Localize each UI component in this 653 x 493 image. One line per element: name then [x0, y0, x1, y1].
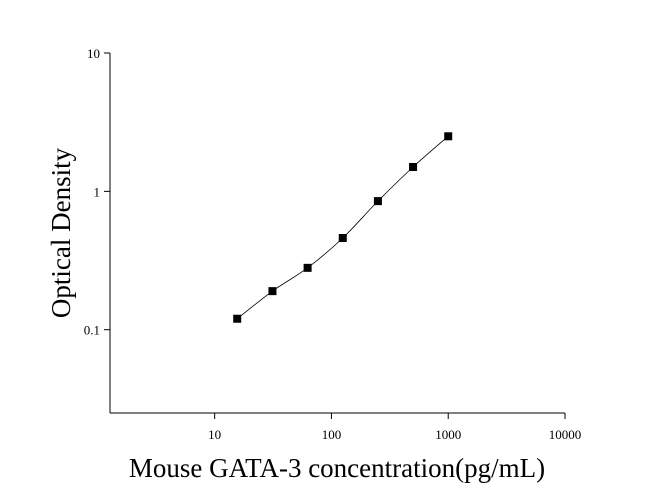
data-point	[303, 263, 312, 272]
x-axis-title: Mouse GATA-3 concentration(pg/mL)	[129, 453, 545, 483]
data-point	[268, 287, 277, 296]
y-tick-label: 1	[94, 184, 101, 199]
data-point	[373, 197, 382, 206]
data-point	[233, 314, 242, 323]
data-point	[444, 132, 453, 141]
data-point	[338, 234, 347, 243]
data-point	[409, 162, 418, 171]
x-tick-label: 100	[322, 427, 342, 442]
x-tick-label: 1000	[435, 427, 461, 442]
y-tick-label: 0.1	[84, 323, 100, 338]
y-axis-title: Optical Density	[46, 147, 76, 318]
y-tick-label: 10	[87, 46, 100, 61]
x-tick-label: 10	[208, 427, 221, 442]
x-tick-label: 10000	[549, 427, 582, 442]
